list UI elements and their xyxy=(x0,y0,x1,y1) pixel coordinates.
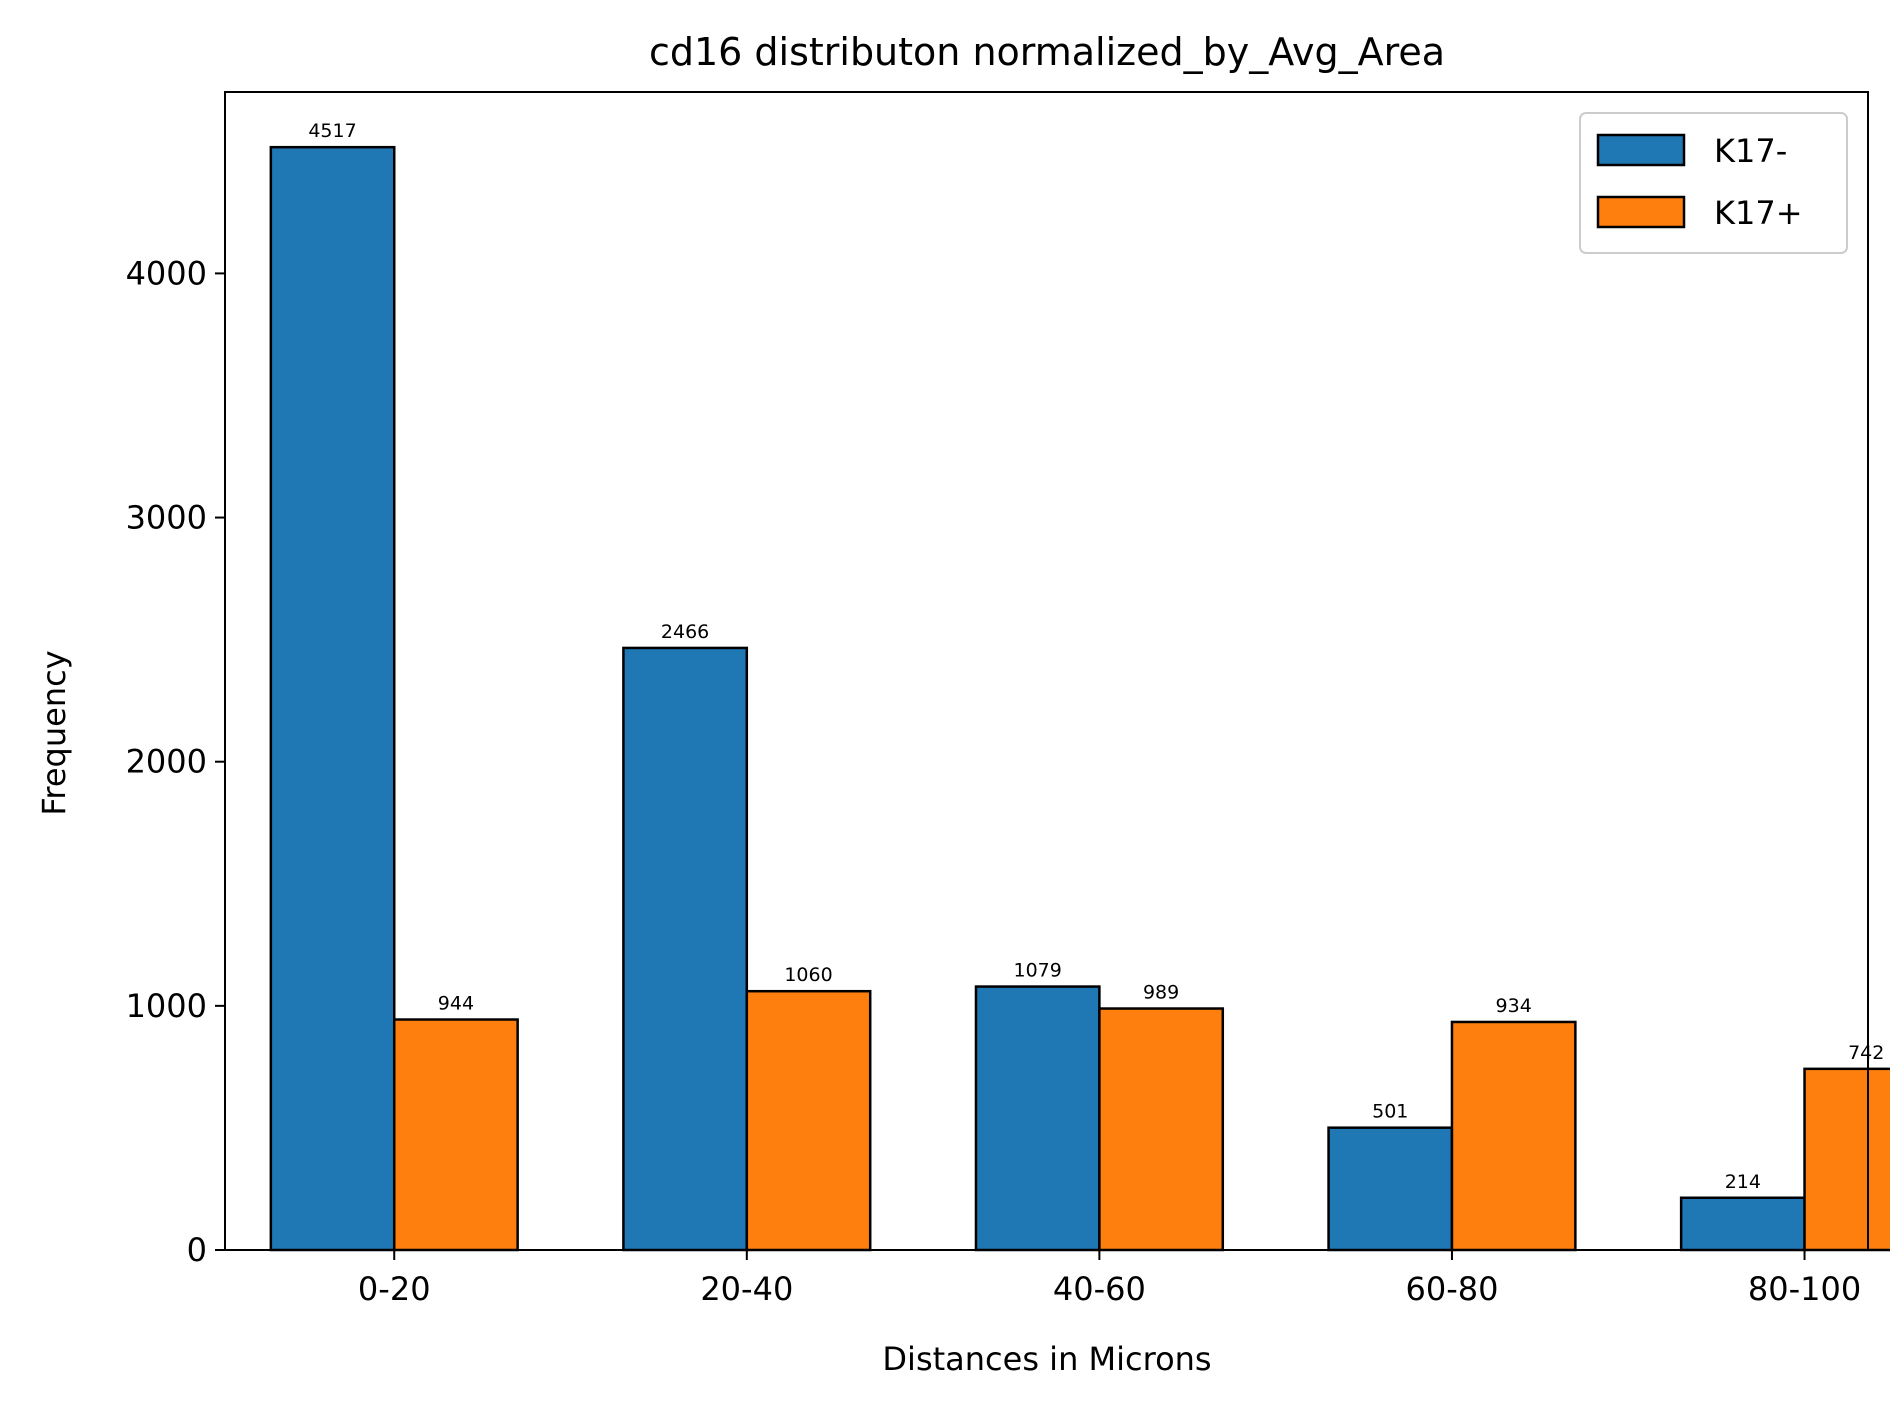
bar-K17+-0-20 xyxy=(392,1018,519,1252)
x-tick-label: 80-100 xyxy=(1748,1270,1861,1308)
legend: K17- K17+ xyxy=(1579,112,1848,254)
data-label: 944 xyxy=(438,993,474,1015)
data-label: 989 xyxy=(1143,982,1179,1004)
bar-K17--40-60 xyxy=(974,985,1101,1252)
legend-label: K17+ xyxy=(1714,194,1803,232)
x-tick-label: 20-40 xyxy=(700,1270,793,1308)
data-label: 2466 xyxy=(661,621,709,643)
bar-K17+-40-60 xyxy=(1098,1007,1225,1252)
data-label: 4517 xyxy=(308,120,356,142)
data-label: 934 xyxy=(1496,995,1532,1017)
y-tick-label: 0 xyxy=(187,1231,207,1269)
bar-K17--20-40 xyxy=(622,646,749,1252)
y-tick-label: 4000 xyxy=(126,254,207,292)
data-label: 742 xyxy=(1848,1042,1884,1064)
legend-swatch xyxy=(1596,195,1686,229)
y-tick-label: 3000 xyxy=(126,499,207,537)
bar-K17+-60-80 xyxy=(1450,1020,1577,1252)
x-axis-label: Distances in Microns xyxy=(882,1340,1211,1378)
data-label: 1060 xyxy=(784,964,832,986)
x-tick-label: 60-80 xyxy=(1405,1270,1498,1308)
plot-area: 4517 2466 1079 501 214 944 1060 989 934 742 0 1000 2… xyxy=(126,91,1890,1308)
bar-K17--60-80 xyxy=(1327,1126,1454,1252)
chart-title: cd16 distributon normalized_by_Avg_Area xyxy=(649,30,1445,74)
axes-frame xyxy=(224,91,1869,1251)
bar-K17--0-20 xyxy=(269,145,396,1252)
bar-K17--80-100 xyxy=(1679,1196,1806,1252)
y-axis-label: Frequency xyxy=(35,650,73,815)
bar-K17+-20-40 xyxy=(745,989,872,1252)
bar-K17+-80-100 xyxy=(1803,1067,1890,1252)
legend-swatch xyxy=(1596,133,1686,167)
x-tick-label: 40-60 xyxy=(1053,1270,1146,1308)
y-tick-label: 2000 xyxy=(126,743,207,781)
data-label: 214 xyxy=(1725,1171,1761,1193)
data-label: 1079 xyxy=(1014,960,1062,982)
x-tick-label: 0-20 xyxy=(358,1270,431,1308)
y-tick-label: 1000 xyxy=(126,987,207,1025)
data-label: 501 xyxy=(1372,1101,1408,1123)
legend-label: K17- xyxy=(1714,132,1787,170)
